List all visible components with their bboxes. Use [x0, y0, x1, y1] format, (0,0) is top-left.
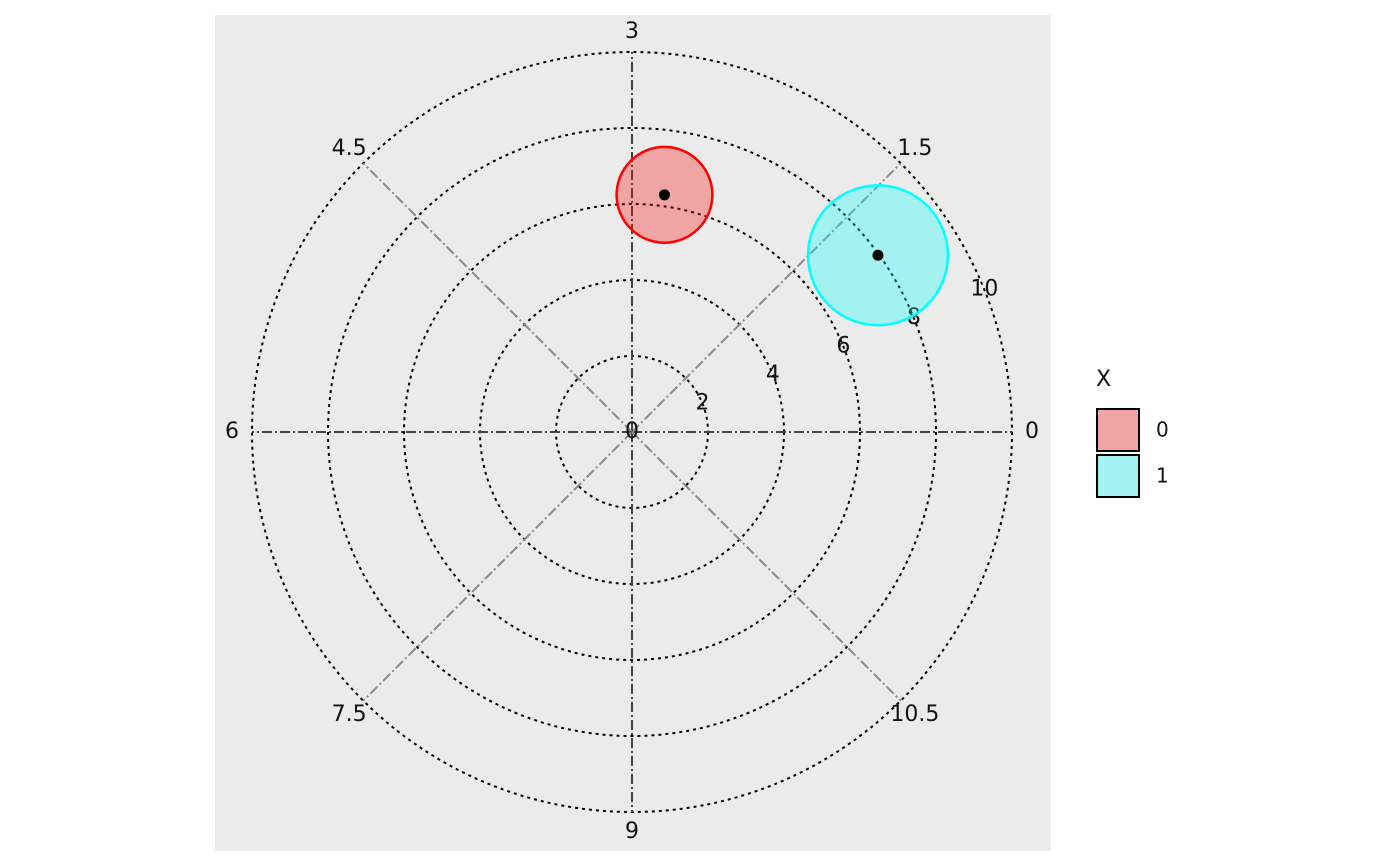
legend-bg: [1097, 409, 1139, 451]
radial-tick-label: 8: [907, 305, 921, 330]
angle-tick-label: 6: [225, 419, 239, 444]
legend-title: X: [1096, 367, 1111, 392]
angle-tick-label: 10.5: [890, 702, 939, 727]
angle-tick-label: 4.5: [332, 136, 367, 161]
grid-ring: [327, 127, 937, 737]
legend-swatch: [1096, 454, 1140, 498]
point: [658, 189, 670, 201]
angle-tick-label: 9: [625, 819, 639, 844]
angle-tick-label: 7.5: [332, 702, 367, 727]
radial-tick-label: 2: [695, 391, 709, 416]
legend-label: 0: [1156, 418, 1169, 442]
radial-tick-label: 0: [625, 419, 639, 444]
legend-bg: [1097, 455, 1139, 497]
grid-ring: [403, 203, 861, 661]
point: [872, 249, 884, 261]
grid-spoke: [362, 162, 633, 433]
angle-tick-label: 1.5: [897, 136, 932, 161]
angle-tick-label: 0: [1025, 419, 1039, 444]
grid-spoke: [631, 431, 902, 702]
legend-swatch: [1096, 408, 1140, 452]
radial-tick-label: 6: [836, 334, 850, 359]
grid-spoke: [631, 162, 902, 433]
grid-spoke: [362, 431, 633, 702]
legend-label: 1: [1156, 464, 1169, 488]
radial-tick-label: 4: [766, 362, 780, 387]
angle-tick-label: 3: [625, 19, 639, 44]
radial-tick-label: 10: [970, 277, 998, 302]
